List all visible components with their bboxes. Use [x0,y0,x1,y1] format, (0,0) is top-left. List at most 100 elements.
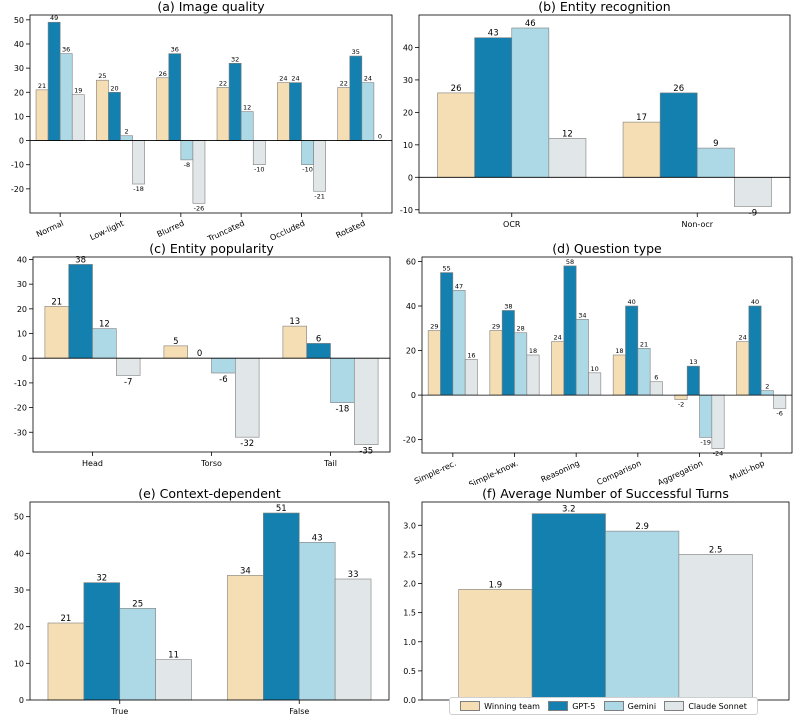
x-tick-label: False [289,707,309,716]
data-label: -19 [700,438,711,446]
data-label: 9 [713,139,718,149]
bar-winning-team [736,341,750,396]
legend: Winning team GPT-5 Gemini Claude Sonnet [449,697,758,715]
data-label: 33 [348,570,359,580]
data-label: 2 [124,128,128,136]
data-label: 28 [517,325,525,333]
bar-winning-team [156,77,170,141]
data-label: 43 [488,29,499,39]
chart-entity-popularity: (c) Entity popularity -30 -20 -10 0 10 20 30 40 2… [14,241,391,468]
bar-gpt-5 [289,82,302,141]
y-tick-label: 40 [14,40,24,49]
y-tick-label: 20 [14,623,24,632]
plot-frame [32,256,391,453]
x-tick-label: Simple-rec. [413,459,458,485]
y-tick-label: 10 [14,112,24,121]
legend-item-gpt-5: GPT-5 [548,701,595,711]
y-tick-label: -10 [11,161,24,170]
legend-swatch [548,701,569,711]
y-tick-label: 0 [22,354,27,363]
data-label: 16 [467,351,475,359]
bar-winning-team [437,92,475,178]
data-label: 2.9 [635,522,649,532]
bar-gpt-5 [83,582,121,701]
bar-gemini [211,357,236,374]
data-label: 29 [430,323,438,331]
y-tick-label: 40 [406,302,416,311]
data-label: 5 [173,337,178,347]
data-label: -7 [124,377,132,387]
data-label: -26 [194,204,205,212]
data-label: 29 [492,323,500,331]
y-tick-label: 10 [403,141,413,150]
data-label: 19 [74,87,82,95]
bar-gpt-5 [47,21,61,141]
data-label: -24 [713,450,724,458]
bar-gpt-5 [263,512,300,701]
data-label: -21 [314,192,325,200]
data-label: 2 [765,383,769,391]
data-label: 40 [628,298,636,306]
legend-item-winning-team: Winning team [460,701,540,711]
legend-label: Claude Sonnet [688,701,747,711]
bar-claude-sonnet [313,140,326,192]
data-label: 24 [279,75,287,83]
data-label: 21 [38,82,46,90]
bar-gpt-5 [531,513,606,701]
y-tick-label: 0.0 [403,696,416,705]
data-label: 38 [75,255,86,265]
bar-winning-team [551,341,565,396]
bar-winning-team [674,394,688,400]
bar-claude-sonnet [734,176,772,207]
data-label: 11 [168,651,179,661]
x-tick-label: Low-light [89,219,126,240]
x-tick-label: Truncated [205,219,246,240]
bar-claude-sonnet [711,394,725,449]
bar-gemini [119,608,156,701]
x-tick-label: Torso [200,459,222,468]
data-label: 26 [451,84,462,94]
bar-gpt-5 [625,305,639,396]
bar-gpt-5 [108,91,121,141]
y-tick-label: 3.0 [403,521,416,530]
bar-claude-sonnet [464,359,478,396]
x-tick-label: Occluded [269,219,307,240]
x-tick-label: Multi-hop [728,459,766,483]
bar-gemini [514,332,528,396]
legend-swatch [603,701,624,711]
plot-frame [421,256,793,454]
chart-title: (d) Question type [552,241,662,256]
plot-frame [29,501,390,701]
data-label: 36 [62,46,70,54]
y-tick-label: 40 [403,43,413,52]
y-tick-label: 50 [14,16,24,25]
bar-winning-team [622,121,661,178]
bar-gpt-5 [686,365,700,396]
bar-claude-sonnet [155,659,192,701]
bar-gemini [240,111,254,141]
bar-claude-sonnet [252,140,266,166]
data-label: 18 [615,347,623,355]
data-label: 0 [197,349,202,359]
data-label: 40 [751,298,759,306]
data-label: 34 [240,566,251,576]
data-label: 25 [98,72,106,80]
x-tick-label: Normal [35,219,65,239]
data-label: 12 [243,104,251,112]
data-label: -10 [302,166,313,174]
bar-gpt-5 [501,310,515,396]
chart-question-type: (d) Question type -20 0 20 40 60 29 29 24 18 -2 24 5… [403,241,793,485]
legend-item-claude-sonnet: Claude Sonnet [664,701,747,711]
data-label: -35 [359,447,373,457]
bar-gemini [696,147,735,178]
bar-winning-team [489,330,503,396]
bar-gemini [605,530,680,701]
bar-claude-sonnet [235,357,260,438]
data-label: -6 [776,409,782,417]
chart-title: (e) Context-dependent [138,486,281,501]
bar-gemini [298,542,336,701]
data-label: 21 [51,297,62,307]
legend-label: Gemini [627,701,657,711]
data-label: 58 [566,258,574,266]
y-tick-label: -20 [403,436,416,445]
